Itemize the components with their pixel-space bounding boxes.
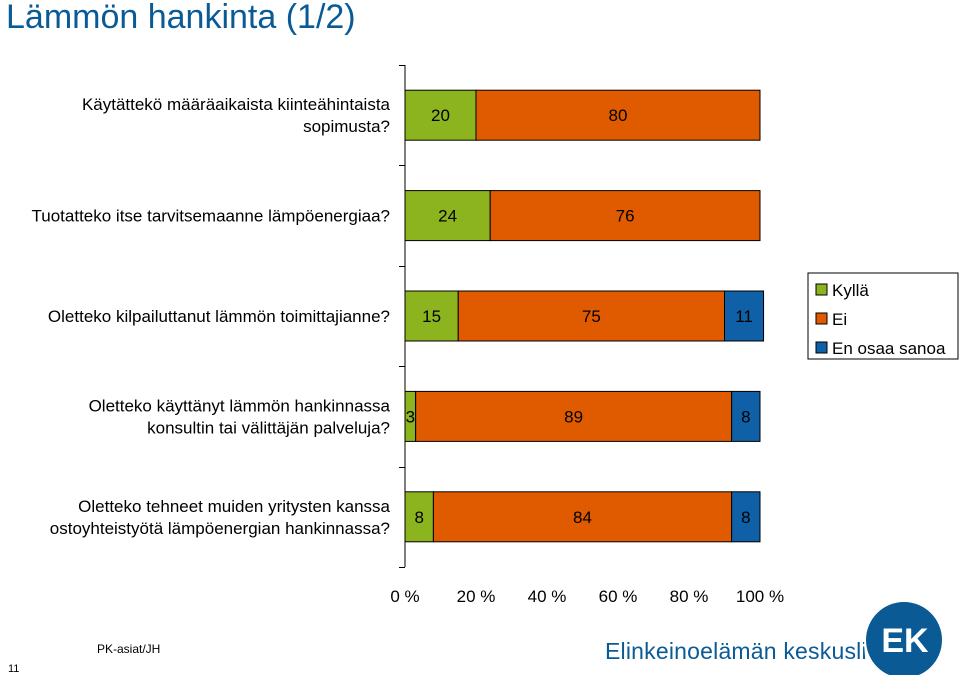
category-label: Oletteko kilpailuttanut lämmön toimittaj… <box>48 307 390 326</box>
ek-logo-icon: EK <box>864 598 960 675</box>
data-label-en-osaa-sanoa: 8 <box>741 508 750 527</box>
data-label-ei: 89 <box>564 407 583 426</box>
legend-box <box>807 272 959 360</box>
data-label-ei: 75 <box>582 307 601 326</box>
bar-en-osaa-sanoa <box>724 290 765 342</box>
bar-kylla <box>404 89 477 141</box>
chart-labels: 20 80 Käytättekö määräaikaista kiinteähint… <box>32 95 753 538</box>
legend-label-ei: Ei <box>832 310 847 329</box>
chart-axes: 0 % 20 % 40 % 60 % 80 % 100 % <box>390 65 784 606</box>
data-label-kylla: 3 <box>406 407 415 426</box>
legend-label-kylla: Kyllä <box>832 281 869 300</box>
data-label-kylla: 15 <box>422 307 441 326</box>
legend-swatch-kylla <box>815 283 828 296</box>
page-number: 11 <box>8 663 20 675</box>
data-label-kylla: 24 <box>438 207 457 226</box>
bar-ei <box>457 290 725 342</box>
chart-bars <box>404 89 765 543</box>
bar-ei <box>432 491 733 543</box>
legend-label-en-osaa-sanoa: En osaa sanoa <box>832 339 946 358</box>
data-label-ei: 84 <box>573 508 592 527</box>
legend-swatch-ei <box>815 312 828 325</box>
bar-ei <box>475 89 761 141</box>
x-tick-label: 0 % <box>390 587 419 606</box>
bar-en-osaa-sanoa <box>731 491 761 543</box>
bar-kylla <box>404 190 491 242</box>
category-label: sopimusta? <box>303 117 390 136</box>
category-label: Oletteko käyttänyt lämmön hankinnassa <box>89 396 391 415</box>
category-label: Tuotatteko itse tarvitsemaanne lämpöener… <box>32 207 390 226</box>
data-label-ei: 80 <box>609 106 628 125</box>
data-label-kylla: 20 <box>431 106 450 125</box>
category-label: ostoyhteistyötä lämpöenergian hankinnass… <box>50 519 390 538</box>
category-label: Käytättekö määräaikaista kiinteähintaist… <box>82 95 391 114</box>
data-label-ei: 76 <box>616 207 635 226</box>
bar-en-osaa-sanoa <box>731 390 761 442</box>
brand-name: Elinkeinoelämän keskusliitto <box>605 638 899 664</box>
category-label: konsultin tai välittäjän palveluja? <box>147 418 390 437</box>
footer-text: PK-asiat/JH <box>97 642 161 656</box>
data-label-en-osaa-sanoa: 11 <box>735 307 753 326</box>
chart-legend: Kyllä Ei En osaa sanoa <box>807 272 959 360</box>
bar-ei <box>489 190 761 242</box>
x-tick-label: 40 % <box>528 587 567 606</box>
x-tick-label: 80 % <box>670 587 709 606</box>
x-tick-label: 100 % <box>736 587 784 606</box>
data-label-kylla: 8 <box>414 508 423 527</box>
svg-text:EK: EK <box>881 622 929 660</box>
category-label: Oletteko tehneet muiden yritysten kanssa <box>78 497 390 516</box>
x-tick-label: 60 % <box>599 587 638 606</box>
legend-swatch-en-osaa-sanoa <box>815 341 828 354</box>
data-label-en-osaa-sanoa: 8 <box>741 407 750 426</box>
bar-ei <box>415 390 733 442</box>
x-tick-label: 20 % <box>457 587 496 606</box>
slide-title: Lämmön hankinta (1/2) <box>6 0 356 36</box>
